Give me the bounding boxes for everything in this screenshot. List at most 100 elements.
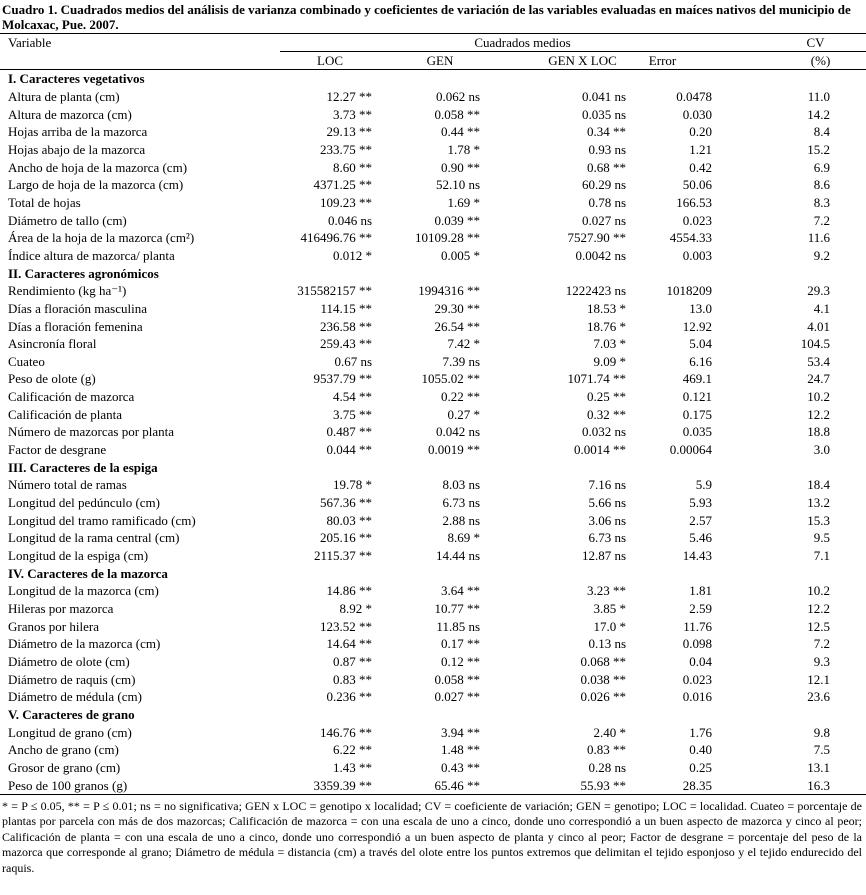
value-cell: 0.042 ns (435, 424, 480, 440)
value-cell: 29.3 (807, 283, 831, 299)
value-cell: 0.0478 (676, 88, 713, 104)
value-cell: 12.1 (807, 671, 831, 687)
data-row: Diámetro de médula (cm) 0.236 ** 0.027 ** 0… (0, 688, 866, 706)
value-cell: 16.3 (765, 776, 866, 795)
value-cell: 3.85 * (593, 601, 627, 617)
header-spacer (0, 51, 280, 70)
value-cell: 5.9 (695, 477, 713, 493)
section-row: IV. Caracteres de la mazorca (0, 564, 866, 582)
value-cell: 8.03 ns (442, 477, 480, 493)
value-cell: 3.73 ** (333, 106, 372, 122)
value-cell: 2115.37 ** (313, 548, 372, 564)
value-cell: 7.5 (813, 742, 831, 758)
value-cell: 0.83 ** (333, 671, 372, 687)
value-cell: 11.6 (807, 230, 831, 246)
value-cell: 0.046 ns (327, 212, 372, 228)
value-cell: 10109.28 ** (415, 230, 480, 246)
value-cell: 0.023 (682, 671, 713, 687)
value-cell: 1.76 (689, 724, 713, 740)
value-cell: 7.2 (813, 212, 831, 228)
value-cell: 0.0042 ns (575, 247, 626, 263)
value-cell: 14.2 (807, 106, 831, 122)
data-row: Cuateo 0.67 ns 7.39 ns 9.09 * 6.16 53.4 (0, 353, 866, 371)
data-row: Asincronía floral 259.43 ** 7.42 * 7.03 * 5.… (0, 335, 866, 353)
data-row: Calificación de mazorca 4.54 ** 0.22 ** 0.2… (0, 388, 866, 406)
section-row: I. Caracteres vegetativos (0, 70, 866, 88)
value-cell: 0.43 ** (441, 759, 480, 775)
variable-cell: Días a floración masculina (8, 300, 147, 316)
data-row: Altura de planta (cm) 12.27 ** 0.062 ns 0.0… (0, 88, 866, 106)
value-cell: 0.027 ** (434, 689, 481, 705)
value-cell: 3.06 ns (588, 512, 626, 528)
value-cell: 0.04 (689, 653, 713, 669)
variable-cell: Hojas arriba de la mazorca (8, 124, 148, 140)
variable-cell: Diámetro de raquis (cm) (8, 671, 136, 687)
value-cell: 0.0014 ** (574, 442, 626, 458)
value-cell: 6.22 ** (333, 742, 372, 758)
data-row: Peso de 100 granos (g) 3359.39 ** 65.46 **… (0, 776, 866, 795)
value-cell: 109.23 ** (320, 194, 372, 210)
section-row: V. Caracteres de grano (0, 706, 866, 724)
value-cell: 80.03 ** (326, 512, 373, 528)
value-cell: 8.4 (813, 124, 831, 140)
data-row: Calificación de planta 3.75 ** 0.27 * 0.32 … (0, 405, 866, 423)
header-column: GEN X LOC (485, 51, 630, 70)
data-row: Rendimiento (kg ha⁻¹) 315582157 ** 1994316… (0, 282, 866, 300)
value-cell: 24.7 (807, 371, 831, 387)
value-cell: 0.030 (682, 106, 713, 122)
value-cell: 6.73 ns (588, 530, 626, 546)
value-cell: 1222423 ns (565, 283, 626, 299)
data-row: Número de mazorcas por planta 0.487 ** 0.0… (0, 423, 866, 441)
value-cell: 0.016 (682, 689, 713, 705)
value-cell: 5.46 (689, 530, 713, 546)
table: Variable Cuadrados medios CV LOC GEN GEN X… (0, 33, 866, 795)
value-cell: 0.041 ns (581, 88, 626, 104)
data-row: Área de la hoja de la mazorca (cm²) 41649… (0, 229, 866, 247)
data-row: Longitud del pedúnculo (cm) 567.36 ** 6.73… (0, 494, 866, 512)
value-cell: 13.0 (689, 300, 713, 316)
value-cell: 0.25 ** (587, 389, 626, 405)
value-cell: 104.5 (800, 336, 831, 352)
value-cell: 9.2 (813, 247, 831, 263)
variable-cell: Cuateo (8, 353, 45, 369)
value-cell: 7.1 (813, 548, 831, 564)
header-group: Cuadrados medios (280, 33, 766, 52)
variable-cell: Área de la hoja de la mazorca (cm²) (8, 230, 195, 246)
data-row: Diámetro de tallo (cm) 0.046 ns 0.039 ** 0.… (0, 211, 866, 229)
value-cell: 0.93 ns (588, 141, 626, 157)
variable-cell: Diámetro de médula (cm) (8, 689, 142, 705)
data-row: Índice altura de mazorca/ planta 0.012 * 0… (0, 247, 866, 265)
variable-cell: Longitud del tramo ramificado (cm) (8, 512, 196, 528)
value-cell: 123.52 ** (320, 618, 372, 634)
header-column: (%) (765, 51, 866, 70)
value-cell: 2.57 (689, 512, 713, 528)
value-cell: 0.42 (689, 159, 713, 175)
value-cell: 18.76 * (587, 318, 626, 334)
value-cell: 14.44 ns (435, 548, 480, 564)
value-cell: 0.236 ** (326, 689, 373, 705)
section-row: II. Caracteres agronómicos (0, 264, 866, 282)
data-row: Diámetro de raquis (cm) 0.83 ** 0.058 ** 0.… (0, 670, 866, 688)
variable-cell: Longitud de la espiga (cm) (8, 548, 149, 564)
value-cell: 236.58 ** (320, 318, 372, 334)
value-cell: 0.83 ** (587, 742, 626, 758)
value-cell: 1.48 ** (441, 742, 480, 758)
value-cell: 0.40 (689, 742, 713, 758)
value-cell: 18.4 (807, 477, 831, 493)
value-cell: 8.3 (813, 194, 831, 210)
value-cell: 0.17 ** (441, 636, 480, 652)
variable-cell: Calificación de mazorca (8, 389, 135, 405)
value-cell: 0.28 ns (588, 759, 626, 775)
header-cv: CV (765, 33, 866, 52)
value-cell: 0.32 ** (587, 406, 626, 422)
data-row: Hojas arriba de la mazorca 29.13 ** 0.44 *… (0, 123, 866, 141)
value-cell: 6.73 ns (442, 495, 480, 511)
value-cell: 5.04 (689, 336, 713, 352)
header-columns: LOC GEN GEN X LOC Error (%) (0, 51, 866, 70)
value-cell: 0.058 ** (434, 106, 481, 122)
value-cell: 1.69 * (447, 194, 481, 210)
header-variable: Variable (0, 33, 280, 52)
value-cell: 15.2 (807, 141, 831, 157)
variable-cell: Longitud de la mazorca (cm) (8, 583, 159, 599)
